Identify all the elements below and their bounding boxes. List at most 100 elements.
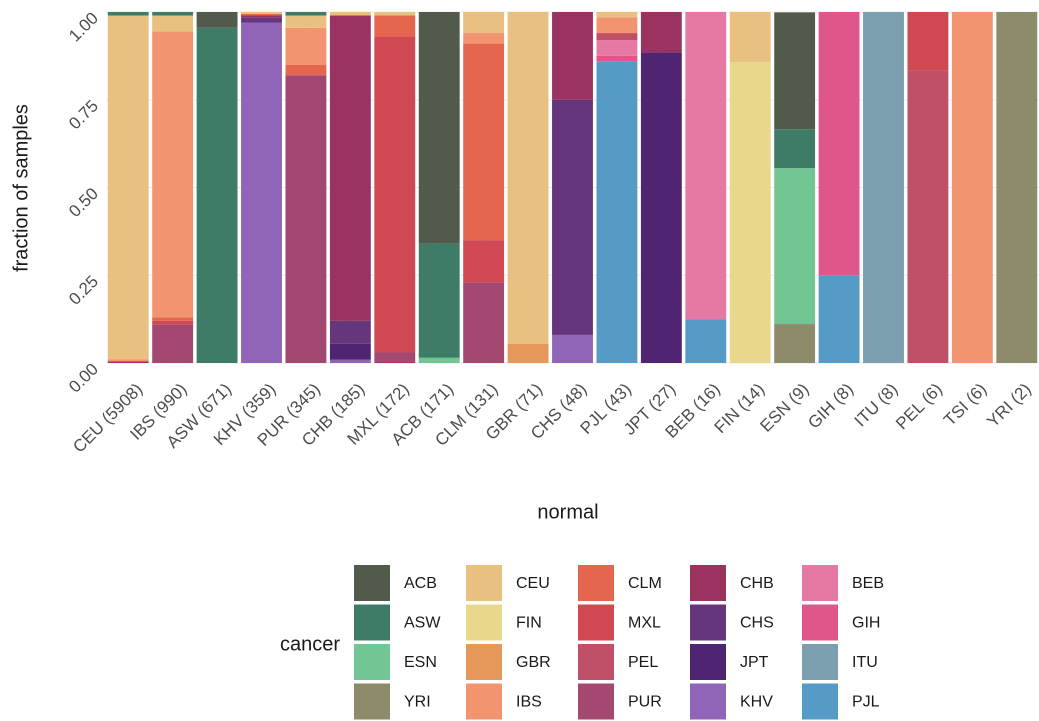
- bar-segment: [774, 129, 816, 169]
- legend-key: [466, 683, 502, 720]
- x-tick-label: ESN (9): [756, 380, 812, 436]
- legend-label: GIH: [852, 615, 880, 632]
- bar-segment: [418, 12, 460, 244]
- bar-segment: [596, 17, 638, 34]
- legend-key: [802, 565, 838, 601]
- y-tick-label: 0.50: [65, 184, 102, 221]
- legend-label: JPT: [740, 654, 769, 671]
- x-tick-label: YRI (2): [983, 380, 1035, 432]
- bar-segment: [463, 12, 505, 34]
- bar-segment: [774, 12, 816, 130]
- y-tick-label: 0.75: [65, 96, 102, 133]
- bar-segment: [374, 361, 416, 363]
- bar-segment: [241, 22, 282, 364]
- bar-segment: [996, 12, 1038, 363]
- y-axis-title: fraction of samples: [10, 104, 32, 272]
- bar-segment: [552, 334, 593, 363]
- bar-segment: [774, 168, 816, 325]
- bar-segment: [507, 343, 549, 363]
- bar-segment: [285, 15, 327, 28]
- y-tick-label: 0.00: [65, 360, 102, 397]
- bar-segment: [285, 75, 327, 364]
- bar-segment: [418, 357, 460, 363]
- legend-label: IBS: [516, 694, 542, 711]
- legend-label: MXL: [628, 615, 661, 632]
- legend-label: KHV: [740, 694, 773, 711]
- bar-segment: [374, 12, 416, 16]
- bar-segment: [596, 12, 638, 18]
- legend-key: [802, 604, 838, 641]
- bar-segment: [596, 61, 638, 363]
- legend-key: [354, 683, 390, 720]
- legend-key: [802, 644, 838, 680]
- bar-segment: [196, 27, 238, 363]
- bar-segment: [329, 343, 371, 360]
- bar-segment: [107, 361, 149, 363]
- bar-segment: [685, 319, 727, 363]
- legend-label: CLM: [628, 575, 662, 592]
- legend-label: YRI: [404, 694, 431, 711]
- legend-title: cancer: [280, 633, 340, 655]
- bar-segment: [329, 359, 371, 363]
- bar-segment: [241, 12, 282, 14]
- bar-segment: [863, 12, 904, 363]
- legend-label: ESN: [404, 654, 437, 671]
- bar-segment: [329, 15, 371, 321]
- bar-segment: [107, 12, 149, 16]
- bar-segment: [596, 33, 638, 41]
- bar-segment: [507, 12, 549, 344]
- legend-key: [466, 604, 502, 641]
- bar-segment: [329, 320, 371, 344]
- legend-label: PJL: [852, 694, 880, 711]
- legend-label: ASW: [404, 615, 441, 632]
- x-tick-label: FIN (14): [711, 380, 769, 438]
- bar-segment: [685, 12, 727, 320]
- bar-segment: [241, 13, 282, 16]
- bar-segment: [729, 62, 771, 364]
- bar-segment: [152, 324, 194, 363]
- legend-key: [578, 683, 614, 720]
- legend-label: BEB: [852, 575, 884, 592]
- bar-segment: [107, 15, 149, 360]
- legend-label: CHS: [740, 615, 774, 632]
- bar-segment: [152, 320, 194, 325]
- bar-segment: [552, 12, 593, 100]
- bar-segment: [596, 55, 638, 62]
- legend-key: [578, 565, 614, 601]
- bar-segment: [640, 12, 682, 53]
- bar-segment: [463, 282, 505, 363]
- bar-segment: [152, 31, 194, 318]
- bar-segment: [241, 17, 282, 23]
- bar-segment: [285, 64, 327, 76]
- legend-key: [466, 644, 502, 680]
- y-tick-label: 0.25: [65, 272, 102, 309]
- bar-segment: [907, 12, 949, 71]
- bar-segment: [241, 15, 282, 18]
- bar-segment: [374, 352, 416, 362]
- bar-segment: [285, 27, 327, 65]
- bar-segment: [596, 40, 638, 56]
- bar-segment: [552, 99, 593, 335]
- legend-key: [690, 683, 726, 720]
- bar-segment: [196, 12, 238, 28]
- bar-segment: [374, 15, 416, 37]
- legend-label: PUR: [628, 694, 662, 711]
- x-tick-label: GIH (8): [804, 380, 857, 433]
- legend-key: [578, 644, 614, 680]
- bar-segment: [107, 359, 149, 362]
- bar-segment: [463, 33, 505, 44]
- legend-key: [466, 565, 502, 601]
- bar-segment: [774, 324, 816, 363]
- legend-label: PEL: [628, 654, 658, 671]
- legend-key: [802, 683, 838, 720]
- bar-segment: [463, 240, 505, 283]
- x-axis-title: normal: [537, 501, 598, 523]
- legend-key: [690, 604, 726, 641]
- bar-segment: [818, 12, 860, 276]
- bar-segment: [640, 52, 682, 364]
- bar-segment: [152, 12, 194, 16]
- x-tick-label: PEL (6): [892, 380, 946, 434]
- legend-label: CHB: [740, 575, 774, 592]
- bar-segment: [152, 15, 194, 32]
